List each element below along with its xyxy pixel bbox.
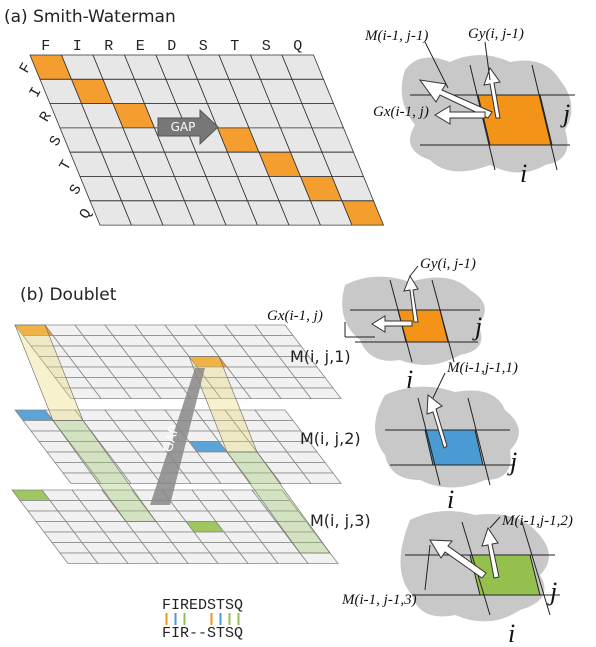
j-label: j — [547, 577, 557, 606]
gy-label: Gy(i, j-1) — [468, 26, 524, 42]
gy-label: Gy(i, j-1) — [420, 256, 476, 272]
column-letter: R — [104, 38, 113, 55]
panel-b-label: (b) Doublet — [20, 285, 117, 305]
m-label: M(i-1,j-1,1) — [446, 360, 518, 376]
panel-a-label: (a) Smith-Waterman — [4, 7, 176, 27]
gx-label: Gx(i-1, j) — [373, 104, 429, 120]
gap-label: GAP — [171, 120, 196, 134]
cell-detail-b3: M(i-1,j-1,2) M(i-1, j-1,3) j i — [341, 511, 573, 647]
cell-detail-a: M(i-1, j-1) Gy(i, j-1) Gx(i-1, j) j i — [364, 26, 575, 188]
column-letter: F — [41, 38, 50, 55]
m-label: M(i-1,j-1,2) — [501, 513, 573, 529]
column-letter: S — [199, 38, 208, 55]
alignment: FIREDSTSQ FIR--STSQ — [162, 597, 243, 642]
column-letter: E — [136, 38, 145, 55]
sequence: FIREDSTSQ — [162, 597, 243, 614]
m-label: M(i-1, j-1) — [364, 28, 428, 44]
column-letter: D — [167, 38, 176, 55]
sequence: FIR--STSQ — [162, 625, 243, 642]
cell-detail-b2: M(i-1,j-1,1) j i — [375, 360, 519, 514]
column-letter: I — [73, 38, 82, 55]
figure: (a) Smith-Waterman (b) Doublet FIREDSTSQ… — [0, 0, 596, 647]
column-letter: Q — [293, 38, 302, 55]
layer-label: M(i, j,1) — [290, 347, 351, 366]
layer-label: M(i, j,2) — [300, 429, 361, 448]
layer-label: M(i, j,3) — [310, 511, 371, 530]
gx-label: Gx(i-1, j) — [267, 308, 323, 324]
i-label: i — [508, 619, 515, 647]
column-letter: S — [262, 38, 271, 55]
column-letter: T — [230, 38, 239, 55]
m-label: M(i-1, j-1,3) — [341, 592, 417, 608]
i-label: i — [447, 485, 454, 514]
i-label: i — [520, 159, 527, 188]
